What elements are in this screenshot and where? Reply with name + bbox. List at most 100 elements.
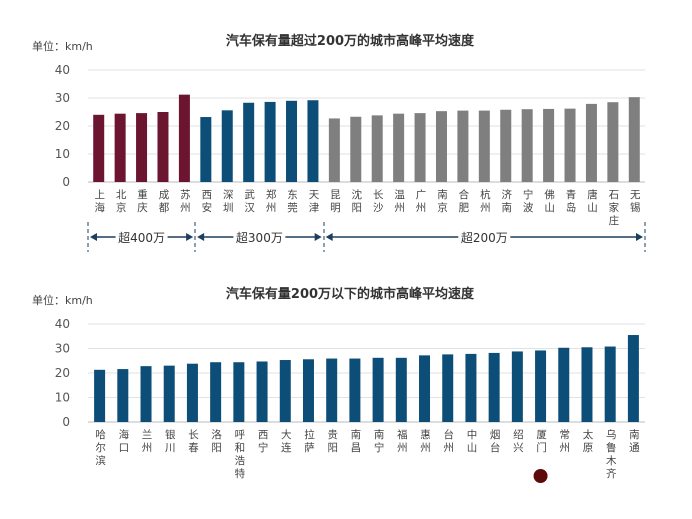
x-tick-label-char: 济: [502, 188, 513, 201]
x-tick-label-char: 山: [544, 202, 555, 214]
y-tick-label: 20: [55, 366, 70, 380]
x-tick-label: 郑州: [266, 188, 277, 214]
bar-兰州: [140, 366, 152, 422]
x-tick-label-char: 州: [443, 442, 454, 454]
x-tick-label-char: 京: [116, 201, 127, 214]
x-tick-label-char: 口: [119, 442, 130, 454]
bar-深圳: [221, 110, 233, 182]
bar-海口: [117, 369, 129, 422]
x-tick-label-char: 武: [244, 188, 255, 201]
x-tick-label-char: 厦: [536, 429, 547, 441]
bar-厦门: [535, 350, 547, 422]
x-tick-label-char: 青: [566, 188, 577, 201]
x-tick-label-char: 京: [437, 201, 448, 214]
x-tick-label-char: 门: [536, 441, 547, 454]
bar-福州: [395, 357, 407, 422]
bar-常州: [558, 347, 570, 422]
x-tick-label-char: 昌: [351, 442, 362, 454]
y-tick-label: 30: [55, 342, 70, 356]
x-tick-label: 海口: [119, 428, 130, 454]
x-tick-label-char: 锡: [630, 201, 641, 214]
x-tick-label: 温州: [394, 189, 405, 214]
x-tick-label-char: 乌: [606, 428, 617, 441]
x-tick-label-char: 海: [119, 428, 130, 441]
x-tick-label-char: 州: [480, 202, 491, 214]
x-tick-label-char: 苏: [180, 188, 191, 201]
x-tick-label-char: 都: [159, 202, 170, 214]
x-tick-label-char: 重: [137, 188, 148, 201]
x-tick-label: 长春: [188, 429, 199, 454]
x-tick-label-char: 萨: [304, 442, 315, 454]
x-tick-label: 西安: [202, 189, 213, 214]
x-tick-label-char: 郑: [266, 188, 277, 201]
x-tick-label-char: 石: [609, 189, 620, 201]
x-tick-label: 无锡: [630, 189, 641, 214]
x-tick-label: 上海: [94, 189, 105, 214]
x-tick-label-char: 呼: [235, 429, 246, 441]
x-tick-label-char: 北: [116, 189, 127, 201]
x-tick-label-char: 齐: [606, 467, 617, 480]
x-tick-label: 合肥: [459, 188, 470, 214]
arrowhead: [90, 233, 97, 241]
x-tick-label-char: 南: [351, 428, 362, 441]
x-tick-label: 东莞: [287, 188, 298, 214]
x-tick-label-char: 圳: [223, 202, 234, 214]
x-tick-label: 武汉: [244, 188, 255, 214]
x-tick-label-char: 惠: [420, 428, 431, 441]
x-tick-label-char: 山: [587, 202, 598, 214]
x-tick-label: 长沙: [373, 189, 384, 214]
x-tick-label: 南通: [629, 428, 640, 454]
x-tick-label: 佛山: [544, 188, 555, 214]
bar-南昌: [349, 358, 361, 422]
x-tick-label-char: 长: [188, 429, 199, 441]
bar-长沙: [371, 115, 383, 182]
x-tick-label-char: 莞: [287, 202, 298, 214]
x-tick-label-char: 波: [523, 201, 534, 214]
x-tick-label: 南昌: [351, 428, 362, 454]
bar-苏州: [178, 94, 190, 182]
bar-武汉: [243, 102, 255, 182]
x-tick-label: 太原: [583, 428, 594, 454]
bar-东莞: [286, 100, 298, 182]
x-tick-label: 苏州: [180, 188, 191, 214]
x-tick-label-char: 阳: [327, 442, 338, 454]
bar-乌鲁木齐: [604, 346, 616, 422]
x-tick-label-char: 津: [309, 202, 320, 214]
x-tick-label-char: 台: [443, 428, 454, 441]
x-tick-label-char: 南: [629, 428, 640, 441]
arrowhead: [197, 233, 205, 241]
x-tick-label-char: 无: [630, 189, 641, 201]
x-tick-label-char: 东: [287, 188, 298, 201]
x-tick-label-char: 南: [374, 428, 385, 441]
x-tick-label-char: 银: [165, 428, 176, 441]
bar-长春: [186, 363, 198, 422]
x-tick-label-char: 洛: [211, 428, 222, 441]
x-tick-label-char: 明: [330, 202, 341, 214]
x-tick-label-char: 连: [281, 441, 292, 454]
x-tick-label: 成都: [159, 189, 170, 214]
bar-唐山: [585, 103, 597, 182]
x-tick-label-char: 宁: [523, 188, 534, 201]
x-tick-label-char: 南: [502, 201, 513, 214]
x-tick-label: 贵阳: [327, 428, 338, 454]
bar-洛阳: [210, 362, 222, 422]
highlight-marker: [533, 469, 548, 483]
bar-广州: [414, 113, 426, 182]
x-tick-label-char: 宁: [258, 441, 269, 454]
y-tick-label: 10: [55, 147, 70, 161]
x-tick-label: 兰州: [142, 428, 153, 454]
x-tick-label: 南宁: [374, 428, 385, 454]
x-tick-label: 沈阳: [352, 188, 363, 214]
bar-绍兴: [511, 351, 523, 422]
bar-重庆: [136, 113, 148, 182]
bar-合肥: [457, 110, 469, 182]
bar-西宁: [256, 361, 268, 422]
arrowhead: [186, 233, 194, 241]
bar-南通: [627, 335, 639, 422]
x-tick-label: 唐山: [587, 188, 598, 214]
x-tick-label-char: 天: [309, 189, 320, 201]
bar-大连: [279, 360, 291, 422]
x-tick-label-char: 汉: [244, 202, 255, 214]
